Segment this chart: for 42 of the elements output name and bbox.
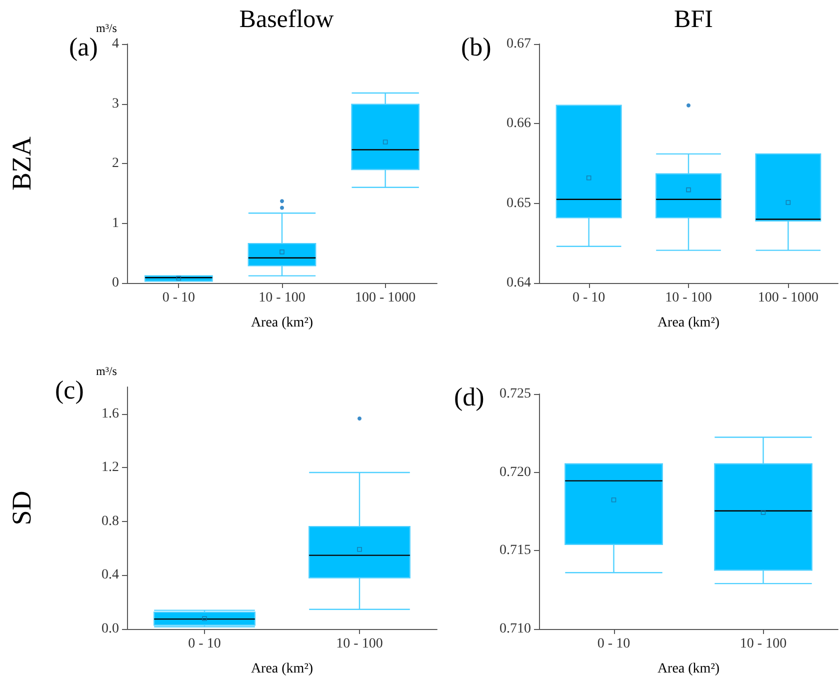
text: (c) — [55, 376, 84, 404]
y-tick-label: 0.67 — [506, 36, 531, 52]
y-tick-label: 1.6 — [102, 406, 119, 422]
x-axis-title: Area (km²) — [250, 316, 314, 330]
x-tick-label: 0 - 10 — [162, 290, 196, 306]
chart-title: Baseflow — [239, 6, 334, 33]
y-tick-label: 1 — [112, 216, 119, 231]
y-tick-label: 0.4 — [102, 568, 119, 583]
x-tick-label: 0 - 10 — [188, 636, 221, 652]
text: m³/s — [96, 21, 118, 35]
text: (d) — [454, 382, 484, 412]
text: (b) — [461, 32, 492, 62]
x-tick-label: 10 - 100 — [740, 636, 787, 652]
y-tick-label: 0.725 — [500, 386, 531, 402]
x-axis-title: Area (km²) — [657, 662, 720, 676]
y-tick-label: 0.65 — [506, 196, 531, 211]
text: m³/s — [96, 364, 118, 378]
x-tick-label: 0 - 10 — [597, 636, 630, 652]
x-tick-label: 10 - 100 — [258, 290, 306, 306]
y-tick-label: 3 — [112, 96, 119, 112]
y-tick-label: 0 — [112, 276, 119, 290]
x-axis-title: Area (km²) — [657, 316, 720, 330]
y-axis-title: BZA — [6, 136, 36, 190]
y-tick-label: 0.8 — [102, 514, 119, 529]
y-tick-label: 0.0 — [102, 622, 119, 636]
y-tick-label: 0.64 — [506, 276, 531, 290]
x-tick-label: 100 - 1000 — [354, 290, 416, 306]
x-tick-label: 10 - 100 — [665, 290, 712, 306]
chart-title: BFI — [674, 6, 713, 33]
x-tick-label: 10 - 100 — [336, 636, 383, 652]
y-axis-title: SD — [6, 490, 36, 526]
y-tick-label: 4 — [112, 36, 119, 52]
x-tick-label: 0 - 10 — [572, 290, 606, 306]
x-tick-label: 100 - 1000 — [758, 290, 819, 306]
y-tick-label: 1.2 — [102, 460, 119, 476]
y-tick-label: 0.720 — [500, 464, 531, 480]
y-tick-label: 0.66 — [506, 116, 531, 132]
y-tick-label: 0.715 — [500, 543, 531, 558]
text: (a) — [69, 32, 98, 62]
y-tick-label: 2 — [112, 156, 119, 171]
y-tick-label: 0.710 — [500, 622, 531, 636]
x-axis-title: Area (km²) — [250, 662, 314, 676]
